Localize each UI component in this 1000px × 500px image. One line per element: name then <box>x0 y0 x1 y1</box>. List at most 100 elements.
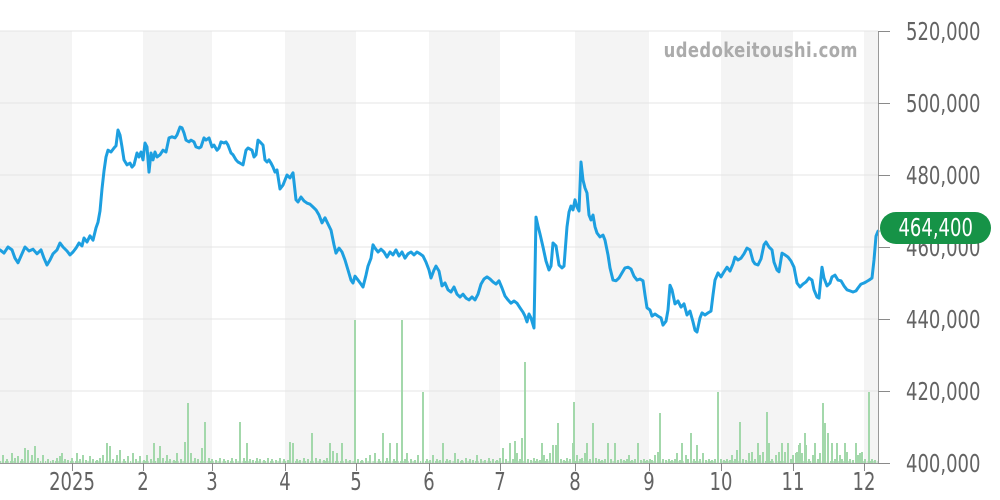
volume-bar <box>693 459 695 463</box>
volume-bar <box>461 460 463 463</box>
volume-bar <box>176 453 178 463</box>
x-axis-label: 11 <box>781 467 805 496</box>
volume-bar <box>861 452 863 463</box>
volume-bar <box>56 458 58 463</box>
volume-bar <box>681 443 683 463</box>
volume-bar <box>231 458 233 463</box>
volume-bar <box>566 458 568 463</box>
volume-bar <box>267 458 269 463</box>
volume-bar <box>762 452 764 463</box>
volume-bar <box>476 455 478 463</box>
x-axis-label: 6 <box>423 467 435 496</box>
volume-bar <box>37 458 39 463</box>
volume-bar <box>173 460 175 463</box>
volume-bar <box>546 459 548 463</box>
volume-bar <box>442 443 444 463</box>
volume-bar <box>417 455 419 463</box>
volume-bar <box>422 392 424 463</box>
volume-bar <box>555 445 557 463</box>
volume-bar <box>614 443 616 463</box>
volume-bar <box>759 455 761 463</box>
volume-bar <box>99 458 101 463</box>
volume-bar <box>119 450 121 463</box>
volume-bar <box>543 455 545 463</box>
volume-bar <box>393 459 395 463</box>
volume-bar <box>586 443 588 463</box>
volume-bar <box>792 455 794 463</box>
volume-bar <box>871 459 873 463</box>
x-axis-label: 9 <box>643 467 655 496</box>
volume-bar <box>595 458 597 463</box>
volume-bar <box>796 452 798 463</box>
volume-bar <box>775 455 777 463</box>
volume-bar <box>157 458 159 463</box>
volume-bar <box>592 423 594 463</box>
current-price-badge: 464,400 <box>880 212 991 244</box>
volume-bar <box>11 453 13 463</box>
volume-bar <box>256 458 258 463</box>
volume-bar <box>96 460 98 463</box>
volume-bar <box>187 403 189 463</box>
volume-bar <box>521 438 523 463</box>
volume-bar <box>805 445 807 463</box>
volume-bar <box>166 455 168 463</box>
y-axis-label: 520,000 <box>906 16 981 46</box>
volume-bar <box>201 448 203 463</box>
volume-bar <box>533 458 535 463</box>
volume-bar <box>637 443 639 463</box>
volume-bar <box>711 460 713 463</box>
volume-bar <box>643 459 645 463</box>
volume-bar <box>116 455 118 463</box>
volume-bar <box>626 459 628 463</box>
volume-bar <box>406 453 408 463</box>
volume-bar <box>109 446 111 463</box>
volume-bar <box>17 456 19 463</box>
volume-bar <box>159 446 161 463</box>
volume-bar <box>814 443 816 463</box>
volume-bar <box>454 453 456 463</box>
volume-bar <box>223 459 225 463</box>
volume-bar <box>628 455 630 463</box>
volume-bar <box>396 443 398 463</box>
volume-bar <box>723 460 725 463</box>
volume-bar <box>751 452 753 463</box>
volume-bar <box>426 459 428 463</box>
volume-bar <box>536 459 538 463</box>
y-axis-label: 500,000 <box>906 88 981 118</box>
volume-bar <box>246 443 248 463</box>
volume-bar <box>162 458 164 463</box>
y-axis-label: 480,000 <box>906 160 981 190</box>
volume-bar <box>671 460 673 463</box>
volume-bar <box>61 453 63 463</box>
volume-bar <box>292 443 294 463</box>
volume-bar <box>563 460 565 463</box>
volume-bar <box>607 443 609 463</box>
volume-bar <box>42 455 44 463</box>
volume-bar <box>541 443 543 463</box>
volume-bar <box>524 362 526 463</box>
volume-bar <box>31 455 33 463</box>
volume-bar <box>303 458 305 463</box>
volume-bar <box>509 443 511 463</box>
volume-bar <box>24 448 26 463</box>
x-axis-label: 2 <box>137 467 149 496</box>
x-axis-label: 12 <box>852 467 876 496</box>
volume-bar <box>389 443 391 463</box>
volume-bar <box>21 459 23 463</box>
volume-bar <box>827 433 829 463</box>
volume-bar <box>839 455 841 463</box>
volume-bar <box>123 459 125 463</box>
x-axis-label: 5 <box>350 467 362 496</box>
volume-bar <box>516 453 518 463</box>
volume-bar <box>204 422 206 463</box>
volume-bar <box>315 458 317 463</box>
volume-bar <box>146 455 148 463</box>
volume-bar <box>243 458 245 463</box>
volume-bar <box>841 459 843 463</box>
volume-bar <box>822 403 824 463</box>
volume-bar <box>289 442 291 463</box>
volume-bar <box>332 451 334 463</box>
volume-bar <box>514 441 516 463</box>
